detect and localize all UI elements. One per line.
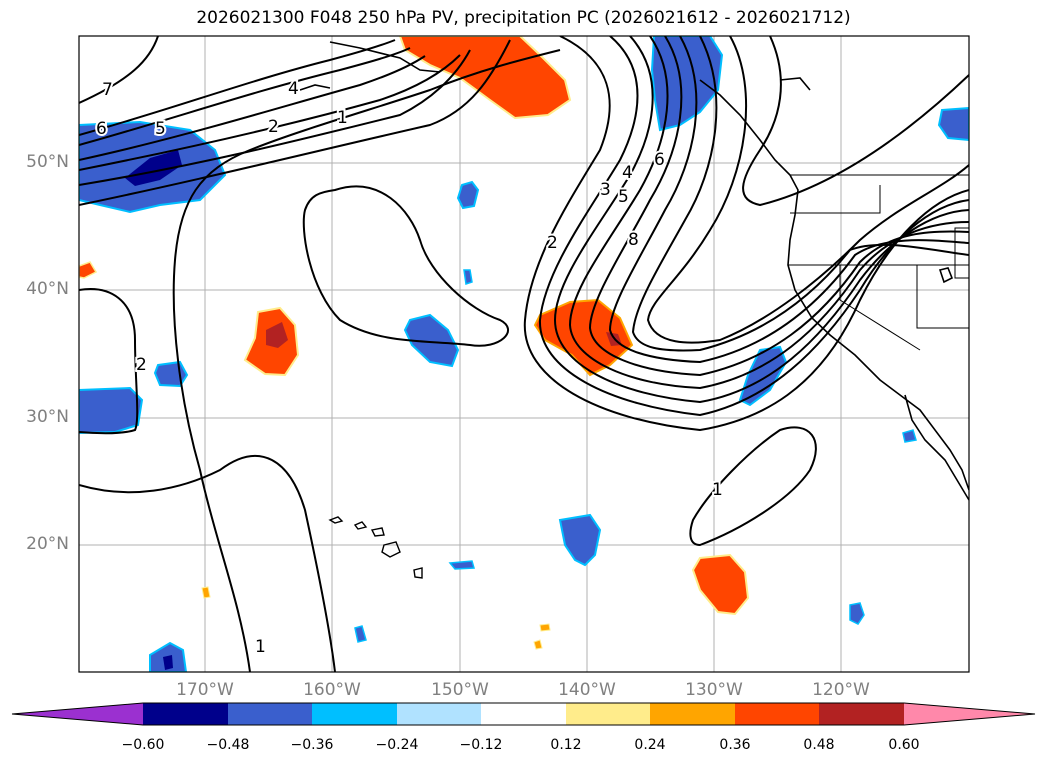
map-title: 2026021300 F048 250 hPa PV, precipitatio… (196, 8, 851, 28)
hawaiian-islands (328, 516, 423, 579)
pv-contours (79, 36, 969, 672)
colorbar (11, 702, 1036, 726)
colorbar-tick-label: −0.36 (290, 737, 334, 753)
contour-label: 2 (136, 355, 147, 375)
map-area (79, 36, 969, 672)
colorbar-tick-label: 0.12 (550, 737, 582, 753)
latitude-label: 50°N (26, 152, 69, 172)
contour-label: 6 (96, 119, 107, 139)
longitude-label: 130°W (685, 680, 743, 700)
coastlines (299, 41, 969, 501)
positive-precip-areas (79, 36, 750, 650)
contour-label: 5 (618, 187, 629, 207)
contour-labels: 7 6 5 4 2 1 2 3 4 5 6 8 2 1 1 (94, 77, 725, 659)
colorbar-segment (143, 703, 228, 725)
colorbar-extend-low (12, 703, 143, 725)
colorbar-extend-high (904, 703, 1035, 725)
colorbar-segment (650, 703, 735, 725)
latitude-label: 30°N (26, 407, 69, 427)
contour-label: 1 (337, 108, 348, 128)
contour-label: 4 (622, 163, 633, 183)
latitude-label: 20°N (26, 534, 69, 554)
colorbar-tick-label: 0.60 (888, 737, 920, 753)
longitude-label: 140°W (558, 680, 616, 700)
colorbar-tick-label: −0.48 (206, 737, 250, 753)
contour-label: 1 (712, 480, 723, 500)
colorbar-segment (819, 703, 904, 725)
colorbar-tick-label: 0.36 (719, 737, 751, 753)
colorbar-segment (312, 703, 397, 725)
colorbar-tick-label: 0.24 (634, 737, 666, 753)
contour-label: 3 (600, 180, 611, 200)
longitude-label: 160°W (303, 680, 361, 700)
contour-label: 4 (288, 79, 299, 99)
longitude-label: 170°W (176, 680, 234, 700)
colorbar-tick-label: −0.24 (375, 737, 419, 753)
longitude-label: 150°W (431, 680, 489, 700)
contour-label: 1 (255, 637, 266, 657)
colorbar-segment (228, 703, 312, 725)
latitude-label: 40°N (26, 279, 69, 299)
colorbar-tick-label: 0.48 (803, 737, 835, 753)
contour-label: 7 (102, 80, 113, 100)
colorbar-tick-label: −0.12 (459, 737, 503, 753)
contour-label: 5 (155, 119, 166, 139)
contour-label: 6 (654, 150, 665, 170)
contour-label: 8 (628, 230, 639, 250)
political-borders (788, 174, 969, 351)
colorbar-segment (735, 703, 819, 725)
colorbar-segment (481, 703, 566, 725)
colorbar-segment (397, 703, 481, 725)
negative-precip-areas (79, 36, 969, 672)
colorbar-tick-label: −0.60 (121, 737, 165, 753)
longitude-label: 120°W (812, 680, 870, 700)
colorbar-segment (566, 703, 650, 725)
map-frame (78, 35, 970, 673)
contour-label: 2 (547, 233, 558, 253)
contour-label: 2 (268, 117, 279, 137)
